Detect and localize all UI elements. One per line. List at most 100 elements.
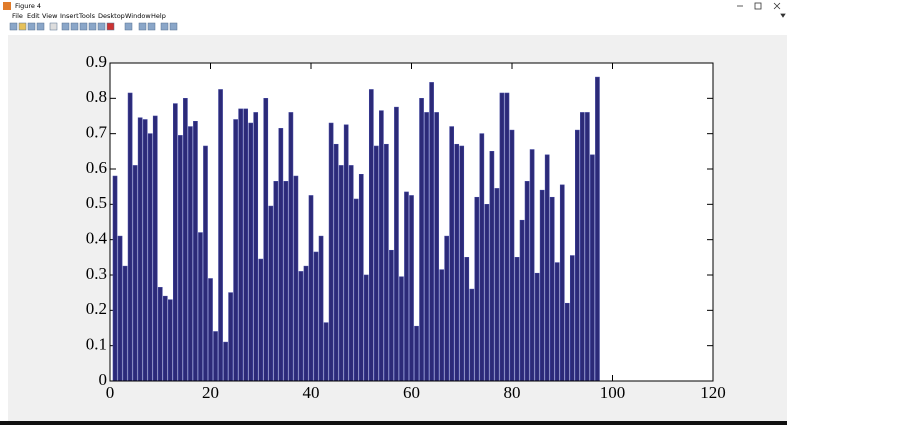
bar [353, 198, 359, 382]
menu-item[interactable]: File [12, 12, 23, 20]
y-tick-label: 0.9 [86, 52, 107, 71]
bar [363, 274, 369, 382]
tool-icon[interactable] [27, 22, 36, 31]
bar [409, 195, 414, 382]
menu-bar: File Edit View Insert Tools Desktop Window Help [12, 12, 166, 20]
tool-icon[interactable] [147, 22, 156, 31]
bar [223, 341, 228, 382]
bar [122, 265, 128, 382]
bar [263, 98, 269, 382]
bar [429, 82, 434, 382]
bar [529, 149, 535, 382]
bar [328, 122, 334, 382]
x-tick-label: 0 [106, 383, 115, 402]
bar [419, 98, 424, 382]
bar [454, 143, 460, 382]
bar [544, 154, 550, 382]
tool-icon[interactable] [36, 22, 45, 31]
bar [474, 196, 480, 382]
bar [464, 257, 470, 382]
menu-item[interactable]: Desktop [98, 12, 125, 20]
dock-arrow[interactable] [780, 13, 786, 18]
menu-item[interactable]: Tools [78, 12, 96, 20]
bar [580, 112, 585, 382]
tool-icon[interactable] [88, 22, 97, 31]
bar [384, 143, 389, 382]
menu-item[interactable]: Window [125, 12, 151, 20]
bar [258, 258, 264, 382]
bar [494, 188, 500, 382]
menu-item[interactable]: Edit [27, 12, 40, 20]
bar [348, 165, 354, 382]
tool-icon[interactable] [138, 22, 147, 31]
bar [157, 287, 163, 382]
y-tick-label: 0 [99, 370, 108, 389]
tool-icon[interactable] [9, 22, 18, 31]
bar [308, 195, 314, 382]
bar [238, 108, 243, 382]
bar [399, 276, 404, 382]
bar [444, 235, 449, 382]
bar [147, 133, 153, 382]
tool-icon[interactable] [106, 22, 115, 31]
bar [112, 175, 118, 382]
y-tick-label: 0.1 [86, 335, 107, 354]
bar [318, 235, 324, 382]
bar [524, 181, 530, 382]
bar [564, 302, 570, 382]
bar [338, 165, 344, 382]
x-tick-label: 20 [202, 383, 219, 402]
bar [414, 325, 419, 382]
bar [303, 265, 309, 382]
tool-icon[interactable] [169, 22, 178, 31]
y-tick-label: 0.3 [86, 264, 107, 283]
bar [569, 255, 575, 382]
tool-icon[interactable] [160, 22, 169, 31]
x-tick-label: 60 [403, 383, 420, 402]
tool-icon[interactable] [61, 22, 70, 31]
bar [449, 126, 455, 382]
window-controls[interactable] [737, 2, 786, 18]
tool-icon[interactable] [97, 22, 106, 31]
bar [253, 112, 259, 382]
bar [278, 128, 284, 382]
bar [233, 119, 238, 382]
x-tick-label: 120 [700, 383, 726, 402]
bar [434, 112, 439, 382]
bar [595, 76, 600, 382]
bar [152, 115, 158, 382]
tool-icon[interactable] [18, 22, 27, 31]
bar [183, 98, 188, 382]
y-tick-label: 0.2 [86, 299, 107, 318]
menu-item[interactable]: View [42, 12, 58, 20]
bar [509, 129, 515, 382]
close-button[interactable] [773, 2, 781, 10]
axes-box [109, 62, 714, 382]
y-tick-label: 0.6 [86, 158, 107, 177]
bar [489, 151, 495, 382]
bar [358, 174, 364, 382]
bar [298, 271, 304, 382]
y-tick-label: 0.5 [86, 193, 107, 212]
bar [142, 119, 148, 382]
bar [439, 269, 444, 382]
x-tick-label: 100 [600, 383, 626, 402]
bar [203, 145, 208, 382]
tool-icon[interactable] [49, 22, 58, 31]
bar [243, 108, 248, 382]
bar [127, 92, 133, 382]
bar [273, 181, 279, 382]
tool-icon[interactable] [79, 22, 88, 31]
menu-item[interactable]: Insert [60, 12, 79, 20]
menu-item[interactable]: Help [151, 12, 166, 20]
bar [248, 122, 254, 382]
bar [167, 299, 173, 382]
tool-icon[interactable] [124, 22, 133, 31]
bar [424, 112, 429, 382]
bar [539, 189, 545, 382]
tool-icon[interactable] [70, 22, 79, 31]
window-icon [3, 2, 11, 10]
maximize-button[interactable] [754, 2, 762, 10]
bar [499, 92, 505, 382]
